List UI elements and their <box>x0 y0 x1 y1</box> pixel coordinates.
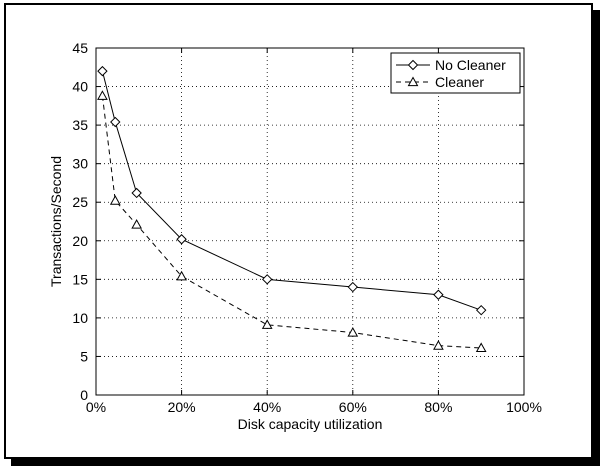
plot-area <box>95 47 525 396</box>
triangle-marker <box>475 342 487 353</box>
legend-entry: Cleaner <box>396 74 484 90</box>
grid-lines <box>96 48 524 395</box>
y-tick-label: 15 <box>72 271 88 287</box>
x-tick-label: 100% <box>506 399 542 415</box>
diamond-marker <box>97 65 108 77</box>
diamond-marker <box>433 289 444 300</box>
series-line <box>101 95 482 349</box>
triangle-marker <box>347 327 359 337</box>
series-no-cleaner <box>97 65 487 316</box>
x-axis-title: Disk capacity utilization <box>238 416 383 432</box>
x-tick-label: 80% <box>424 399 452 415</box>
y-tick-label: 35 <box>72 117 88 133</box>
diamond-marker <box>176 234 187 245</box>
y-tick-label: 40 <box>72 79 88 95</box>
y-tick-label: 25 <box>72 194 88 210</box>
legend-entry: No Cleaner <box>396 57 506 73</box>
triangle-marker <box>131 219 143 229</box>
triangle-marker <box>109 195 121 205</box>
triangle-marker <box>261 319 273 329</box>
legend-diamond-marker <box>407 59 419 71</box>
triangle-marker <box>433 340 444 350</box>
x-tick-label: 40% <box>253 399 281 415</box>
y-tick-label: 30 <box>72 156 88 172</box>
data-series <box>97 65 487 353</box>
frame-shadow-right <box>593 10 600 466</box>
legend-triangle-marker <box>407 76 419 87</box>
diamond-marker <box>347 281 359 293</box>
diamond-marker <box>475 304 487 316</box>
y-tick-label: 5 <box>80 348 88 364</box>
series-line <box>101 71 482 311</box>
legend-label: Cleaner <box>435 74 484 90</box>
y-tick-label: 10 <box>72 310 88 326</box>
diamond-marker <box>261 274 273 285</box>
x-tick-label: 0% <box>86 399 106 415</box>
triangle-marker <box>176 270 187 281</box>
series-cleaner <box>97 90 487 353</box>
x-tick-label: 60% <box>339 399 367 415</box>
diamond-marker <box>131 187 142 199</box>
y-tick-label: 20 <box>72 233 88 249</box>
frame-shadow-bottom <box>11 459 600 466</box>
x-tick-label: 20% <box>168 399 196 415</box>
y-axis-title: Transactions/Second <box>48 156 64 287</box>
triangle-marker <box>97 90 108 100</box>
y-tick-label: 0 <box>80 387 88 403</box>
diamond-marker <box>110 116 121 128</box>
legend-box <box>390 52 521 94</box>
legend-label: No Cleaner <box>435 57 506 73</box>
y-tick-label: 45 <box>72 40 88 56</box>
axis-ticks: 0 5 10 15 20 25 30 35 40 45 0% 20% 40% 60% 80% 100% <box>72 40 541 415</box>
